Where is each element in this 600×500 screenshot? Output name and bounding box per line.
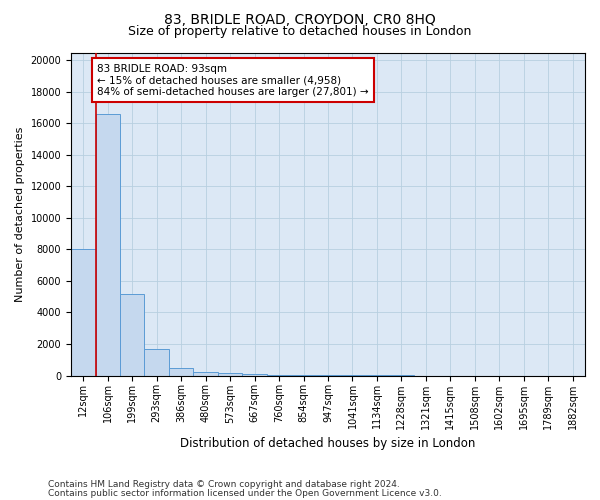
Bar bbox=[267, 374, 292, 376]
Text: Size of property relative to detached houses in London: Size of property relative to detached ho… bbox=[128, 25, 472, 38]
Bar bbox=[169, 368, 193, 376]
Text: 83 BRIDLE ROAD: 93sqm
← 15% of detached houses are smaller (4,958)
84% of semi-d: 83 BRIDLE ROAD: 93sqm ← 15% of detached … bbox=[97, 64, 368, 96]
Y-axis label: Number of detached properties: Number of detached properties bbox=[15, 126, 25, 302]
Text: Contains HM Land Registry data © Crown copyright and database right 2024.: Contains HM Land Registry data © Crown c… bbox=[48, 480, 400, 489]
Text: 83, BRIDLE ROAD, CROYDON, CR0 8HQ: 83, BRIDLE ROAD, CROYDON, CR0 8HQ bbox=[164, 12, 436, 26]
Bar bbox=[242, 374, 267, 376]
Bar bbox=[120, 294, 145, 376]
Bar bbox=[95, 114, 120, 376]
Bar bbox=[193, 372, 218, 376]
X-axis label: Distribution of detached houses by size in London: Distribution of detached houses by size … bbox=[181, 437, 476, 450]
Bar bbox=[145, 348, 169, 376]
Bar bbox=[218, 373, 242, 376]
Text: Contains public sector information licensed under the Open Government Licence v3: Contains public sector information licen… bbox=[48, 490, 442, 498]
Bar bbox=[71, 248, 95, 376]
